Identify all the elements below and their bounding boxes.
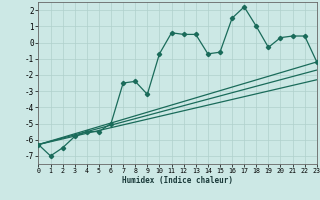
X-axis label: Humidex (Indice chaleur): Humidex (Indice chaleur) <box>122 176 233 185</box>
